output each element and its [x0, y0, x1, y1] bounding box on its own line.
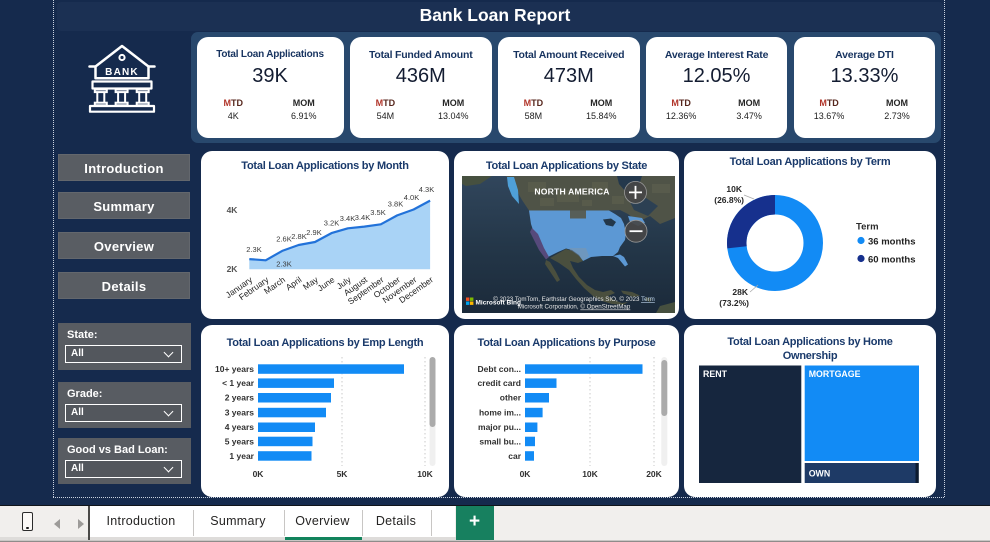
svg-text:Term: Term	[856, 222, 879, 233]
svg-text:10K: 10K	[582, 469, 598, 479]
svg-text:small bu...: small bu...	[479, 436, 521, 446]
svg-text:BANK: BANK	[105, 67, 139, 78]
svg-text:car: car	[508, 451, 521, 461]
svg-text:2K: 2K	[227, 264, 239, 274]
svg-text:4.0K: 4.0K	[404, 193, 419, 202]
svg-text:3.5K: 3.5K	[370, 208, 385, 217]
svg-text:2.6K: 2.6K	[276, 235, 291, 244]
svg-text:10K: 10K	[417, 469, 433, 479]
svg-text:Microsoft Bing: Microsoft Bing	[476, 300, 522, 307]
svg-text:0K: 0K	[253, 469, 265, 479]
svg-text:June: June	[316, 274, 337, 293]
svg-text:3.4K: 3.4K	[340, 214, 355, 223]
svg-text:5K: 5K	[337, 469, 349, 479]
svg-text:3 years: 3 years	[225, 408, 255, 418]
svg-text:Debt con...: Debt con...	[478, 364, 521, 374]
svg-text:1 year: 1 year	[229, 451, 254, 461]
svg-text:4.3K: 4.3K	[419, 185, 434, 194]
svg-text:home im...: home im...	[479, 408, 521, 418]
svg-text:4 years: 4 years	[225, 422, 255, 432]
svg-text:0K: 0K	[520, 469, 532, 479]
svg-text:3.2K: 3.2K	[324, 219, 339, 228]
svg-text:< 1 year: < 1 year	[222, 378, 255, 388]
svg-text:10K: 10K	[726, 184, 742, 194]
svg-text:OWN: OWN	[809, 469, 831, 479]
svg-text:2.3K: 2.3K	[246, 245, 261, 254]
svg-text:(26.8%): (26.8%)	[714, 195, 744, 205]
svg-text:4K: 4K	[227, 205, 239, 215]
svg-text:10+ years: 10+ years	[215, 364, 254, 374]
svg-text:3.8K: 3.8K	[388, 200, 403, 209]
svg-text:20K: 20K	[646, 469, 662, 479]
svg-text:credit card: credit card	[478, 378, 521, 388]
svg-text:NORTH AMERICA: NORTH AMERICA	[534, 187, 609, 197]
svg-text:28K: 28K	[732, 287, 748, 297]
svg-text:other: other	[500, 393, 522, 403]
svg-text:MORTGAGE: MORTGAGE	[809, 369, 861, 379]
svg-text:2.9K: 2.9K	[306, 228, 321, 237]
svg-text:© 2023 TomTom, Earthstar Geogr: © 2023 TomTom, Earthstar Geographics SIO…	[493, 296, 655, 303]
svg-text:2 years: 2 years	[225, 393, 255, 403]
svg-text:major pu...: major pu...	[478, 422, 521, 432]
svg-text:RENT: RENT	[703, 369, 728, 379]
svg-text:Microsoft Corporation, © OpenS: Microsoft Corporation, © OpenStreetMap	[518, 304, 631, 311]
svg-text:2.3K: 2.3K	[276, 260, 291, 269]
svg-text:36 months: 36 months	[868, 237, 916, 248]
svg-text:(73.2%): (73.2%)	[719, 298, 749, 308]
svg-text:3.4K: 3.4K	[355, 213, 370, 222]
svg-text:2.8K: 2.8K	[291, 232, 306, 241]
svg-text:5 years: 5 years	[225, 436, 255, 446]
svg-text:60 months: 60 months	[868, 255, 916, 266]
